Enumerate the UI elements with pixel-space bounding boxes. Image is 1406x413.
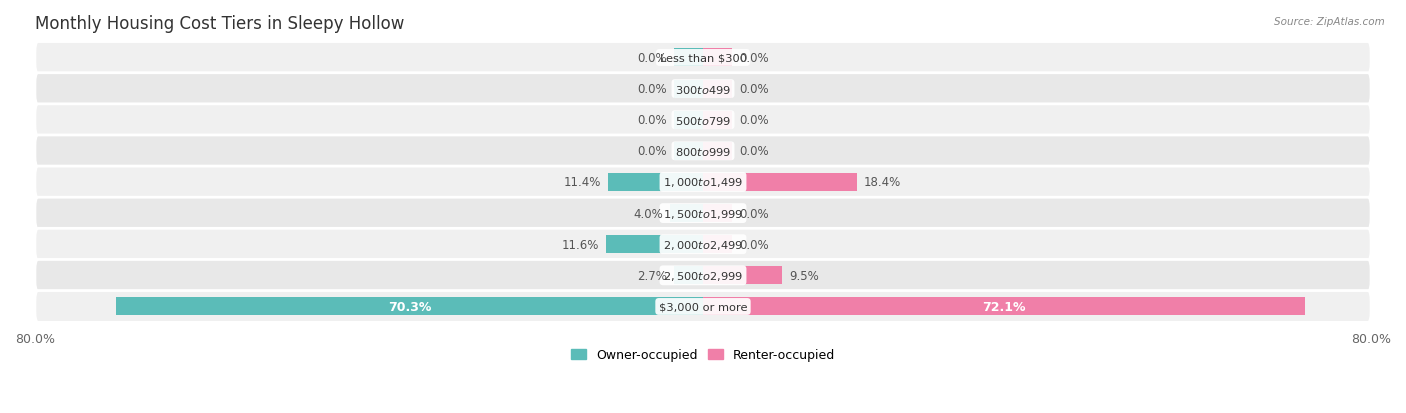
Bar [607,173,703,192]
Text: Monthly Housing Cost Tiers in Sleepy Hollow: Monthly Housing Cost Tiers in Sleepy Hol… [35,15,405,33]
Text: Source: ZipAtlas.com: Source: ZipAtlas.com [1274,17,1385,26]
Text: $500 to $799: $500 to $799 [675,114,731,126]
Bar [703,81,733,98]
Bar [673,81,703,98]
Text: 11.6%: 11.6% [562,238,599,251]
Text: 2.7%: 2.7% [637,269,666,282]
Text: 11.4%: 11.4% [564,176,602,189]
Text: $3,000 or more: $3,000 or more [659,302,747,312]
Bar [703,235,733,254]
Bar [115,298,703,316]
Text: 70.3%: 70.3% [388,300,432,313]
FancyBboxPatch shape [35,260,1371,292]
Text: 0.0%: 0.0% [637,145,666,158]
Text: $2,000 to $2,499: $2,000 to $2,499 [664,238,742,251]
Text: 0.0%: 0.0% [637,52,666,65]
FancyBboxPatch shape [35,167,1371,198]
FancyBboxPatch shape [35,291,1371,323]
FancyBboxPatch shape [35,43,1371,74]
Text: 18.4%: 18.4% [863,176,901,189]
Text: 4.0%: 4.0% [633,207,662,220]
Text: 0.0%: 0.0% [740,114,769,127]
Text: 0.0%: 0.0% [740,52,769,65]
Text: Less than $300: Less than $300 [659,53,747,63]
FancyBboxPatch shape [35,74,1371,105]
Text: 72.1%: 72.1% [983,300,1026,313]
FancyBboxPatch shape [35,198,1371,229]
Bar [703,49,733,67]
Text: $1,000 to $1,499: $1,000 to $1,499 [664,176,742,189]
FancyBboxPatch shape [35,135,1371,167]
Text: 0.0%: 0.0% [637,83,666,96]
Bar [673,49,703,67]
Bar [669,204,703,223]
Text: $1,500 to $1,999: $1,500 to $1,999 [664,207,742,220]
Text: 0.0%: 0.0% [740,238,769,251]
Bar [673,112,703,129]
Bar [703,112,733,129]
Text: 0.0%: 0.0% [740,145,769,158]
Bar [606,235,703,254]
Bar [703,204,733,223]
Bar [703,267,782,285]
Bar [673,267,703,285]
Text: $300 to $499: $300 to $499 [675,83,731,95]
Text: 9.5%: 9.5% [789,269,818,282]
Text: $800 to $999: $800 to $999 [675,145,731,157]
Text: 0.0%: 0.0% [740,83,769,96]
Bar [703,173,856,192]
Text: 0.0%: 0.0% [740,207,769,220]
Legend: Owner-occupied, Renter-occupied: Owner-occupied, Renter-occupied [567,343,839,366]
FancyBboxPatch shape [35,104,1371,136]
Bar [673,142,703,161]
Text: $2,500 to $2,999: $2,500 to $2,999 [664,269,742,282]
Bar [703,142,733,161]
FancyBboxPatch shape [35,229,1371,261]
Text: 0.0%: 0.0% [637,114,666,127]
Bar [703,298,1305,316]
